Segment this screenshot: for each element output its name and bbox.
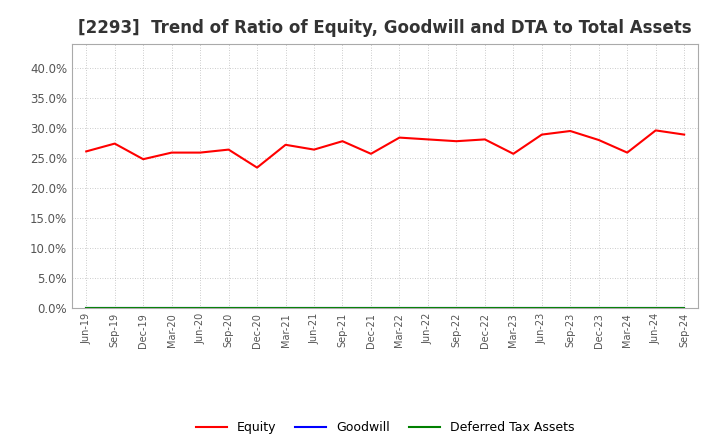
Deferred Tax Assets <box>509 305 518 311</box>
Deferred Tax Assets <box>566 305 575 311</box>
Deferred Tax Assets <box>225 305 233 311</box>
Goodwill <box>196 305 204 311</box>
Deferred Tax Assets <box>366 305 375 311</box>
Goodwill <box>139 305 148 311</box>
Equity <box>652 128 660 133</box>
Deferred Tax Assets <box>282 305 290 311</box>
Title: [2293]  Trend of Ratio of Equity, Goodwill and DTA to Total Assets: [2293] Trend of Ratio of Equity, Goodwil… <box>78 19 692 37</box>
Equity <box>225 147 233 152</box>
Deferred Tax Assets <box>196 305 204 311</box>
Deferred Tax Assets <box>395 305 404 311</box>
Legend: Equity, Goodwill, Deferred Tax Assets: Equity, Goodwill, Deferred Tax Assets <box>191 416 580 439</box>
Equity <box>452 139 461 144</box>
Goodwill <box>566 305 575 311</box>
Equity <box>253 165 261 170</box>
Deferred Tax Assets <box>253 305 261 311</box>
Equity <box>82 149 91 154</box>
Goodwill <box>310 305 318 311</box>
Deferred Tax Assets <box>623 305 631 311</box>
Goodwill <box>595 305 603 311</box>
Equity <box>282 142 290 147</box>
Deferred Tax Assets <box>595 305 603 311</box>
Deferred Tax Assets <box>82 305 91 311</box>
Goodwill <box>423 305 432 311</box>
Line: Equity: Equity <box>86 130 684 168</box>
Deferred Tax Assets <box>338 305 347 311</box>
Goodwill <box>338 305 347 311</box>
Equity <box>196 150 204 155</box>
Equity <box>537 132 546 137</box>
Goodwill <box>395 305 404 311</box>
Equity <box>680 132 688 137</box>
Goodwill <box>509 305 518 311</box>
Goodwill <box>652 305 660 311</box>
Deferred Tax Assets <box>537 305 546 311</box>
Equity <box>566 128 575 134</box>
Goodwill <box>680 305 688 311</box>
Deferred Tax Assets <box>480 305 489 311</box>
Goodwill <box>253 305 261 311</box>
Equity <box>366 151 375 157</box>
Equity <box>595 137 603 143</box>
Goodwill <box>480 305 489 311</box>
Goodwill <box>282 305 290 311</box>
Equity <box>509 151 518 157</box>
Deferred Tax Assets <box>110 305 119 311</box>
Deferred Tax Assets <box>423 305 432 311</box>
Goodwill <box>167 305 176 311</box>
Goodwill <box>537 305 546 311</box>
Deferred Tax Assets <box>452 305 461 311</box>
Goodwill <box>82 305 91 311</box>
Equity <box>480 137 489 142</box>
Goodwill <box>110 305 119 311</box>
Equity <box>395 135 404 140</box>
Equity <box>310 147 318 152</box>
Deferred Tax Assets <box>680 305 688 311</box>
Goodwill <box>225 305 233 311</box>
Deferred Tax Assets <box>310 305 318 311</box>
Deferred Tax Assets <box>167 305 176 311</box>
Equity <box>139 157 148 162</box>
Deferred Tax Assets <box>139 305 148 311</box>
Goodwill <box>366 305 375 311</box>
Goodwill <box>452 305 461 311</box>
Goodwill <box>623 305 631 311</box>
Equity <box>167 150 176 155</box>
Equity <box>623 150 631 155</box>
Deferred Tax Assets <box>652 305 660 311</box>
Equity <box>338 139 347 144</box>
Equity <box>423 137 432 142</box>
Equity <box>110 141 119 146</box>
